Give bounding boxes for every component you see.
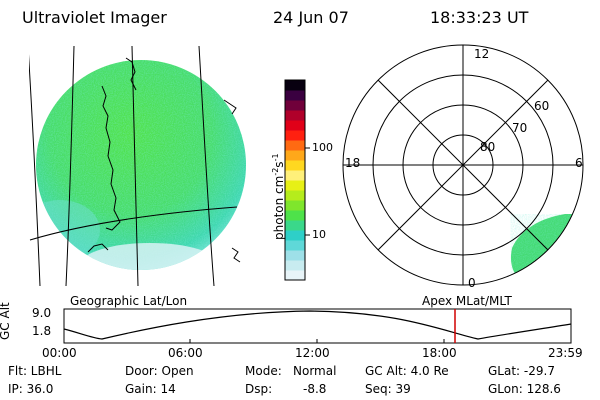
colorbar-cell xyxy=(285,160,305,171)
xtick-1200: 12:00 xyxy=(295,346,330,360)
glon-info: GLon: 128.6 xyxy=(488,382,561,396)
colorbar xyxy=(284,79,310,281)
colorbar-cell xyxy=(285,150,305,161)
mlt-label-0: 0 xyxy=(468,276,476,290)
mlt-label-18: 18 xyxy=(345,156,361,170)
mlt-label-6: 6 xyxy=(575,156,583,170)
colorbar-cell xyxy=(285,200,305,211)
colorbar-cell xyxy=(285,130,305,141)
colorbar-cell xyxy=(285,230,305,241)
colorbar-cell xyxy=(285,190,305,201)
altitude-curve xyxy=(63,310,572,340)
colorbar-cell xyxy=(285,120,305,131)
door-info: Door: Open xyxy=(125,364,194,378)
colorbar-tick-100: 100 xyxy=(312,141,333,154)
mlat-label-70: 70 xyxy=(512,121,528,135)
apex-label: Apex MLat/MLT xyxy=(422,294,512,308)
colorbar-cell xyxy=(285,260,305,271)
geographic-label: Geographic Lat/Lon xyxy=(70,294,188,308)
colorbar-unit-label: photon cm-2s-1 xyxy=(271,153,286,240)
colorbar-tick-10: 10 xyxy=(312,228,326,241)
mode-value: Normal xyxy=(293,364,337,378)
filter-info: Flt: LBHL xyxy=(8,364,62,378)
dsp-label: Dsp: xyxy=(245,382,273,396)
colorbar-cell xyxy=(285,110,305,121)
colorbar-cell xyxy=(285,210,305,221)
colorbar-cell xyxy=(285,100,305,111)
colorbar-cell xyxy=(285,80,305,91)
colorbar-cell xyxy=(285,170,305,181)
colorbar-cell xyxy=(285,140,305,151)
coastline xyxy=(87,57,241,263)
colorbar-cell xyxy=(285,220,305,231)
xtick-0000: 00:00 xyxy=(42,346,77,360)
ip-info: IP: 36.0 xyxy=(8,382,54,396)
mlt-label-12: 12 xyxy=(474,47,490,61)
glat-info: GLat: -29.7 xyxy=(488,364,555,378)
polar-plot xyxy=(342,44,584,286)
gain-info: Gain: 14 xyxy=(125,382,176,396)
xtick-0600: 06:00 xyxy=(168,346,203,360)
mlat-label-60: 60 xyxy=(534,99,550,113)
mlat-label-80: 80 xyxy=(480,140,496,154)
date-label: 24 Jun 07 xyxy=(273,8,349,27)
instrument-title: Ultraviolet Imager xyxy=(22,8,167,27)
time-label: 18:33:23 UT xyxy=(430,8,529,27)
colorbar-cell xyxy=(285,250,305,261)
colorbar-cell xyxy=(285,90,305,101)
colorbar-cell xyxy=(285,270,305,281)
gc-alt-info: GC Alt: 4.0 Re xyxy=(365,364,449,378)
altitude-ylabel: GC Alt xyxy=(0,302,12,340)
dsp-value: -8.8 xyxy=(303,382,327,396)
seq-info: Seq: 39 xyxy=(365,382,411,396)
altitude-plot xyxy=(63,308,572,344)
colorbar-cell xyxy=(285,180,305,191)
colorbar-cell xyxy=(285,240,305,251)
xtick-2359: 23:59 xyxy=(548,346,583,360)
mode-label: Mode: xyxy=(245,364,282,378)
altitude-ytick-9: 9.0 xyxy=(32,306,52,320)
xtick-1800: 18:00 xyxy=(422,346,457,360)
altitude-ytick-1: 1.8 xyxy=(32,324,52,338)
geographic-panel xyxy=(29,46,246,286)
